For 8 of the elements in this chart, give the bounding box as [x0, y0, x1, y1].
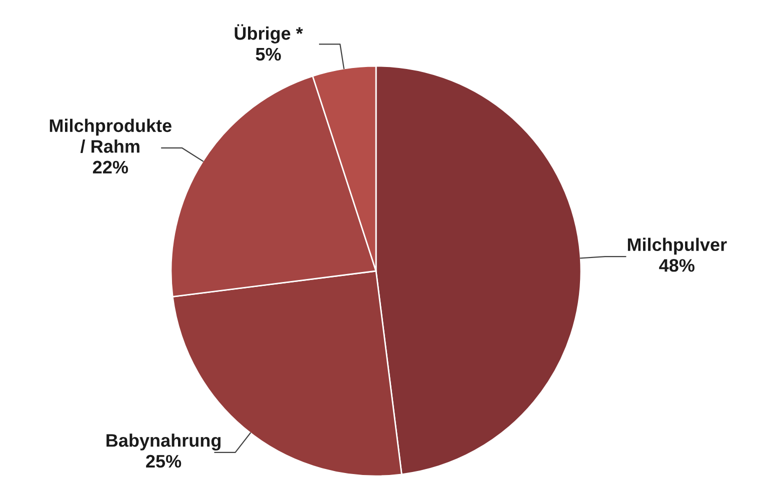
data-label: 25% — [146, 454, 182, 468]
data-label: 22% — [92, 160, 128, 174]
slice-label: Milchprodukte / Rahm — [50, 118, 172, 154]
slice-label: Übrige * — [234, 24, 303, 44]
data-label: 48% — [659, 259, 694, 272]
data-label: 5% — [256, 48, 281, 61]
slice-label: Milchpulver — [628, 238, 727, 255]
slice-label: Babynahrung — [106, 434, 221, 450]
